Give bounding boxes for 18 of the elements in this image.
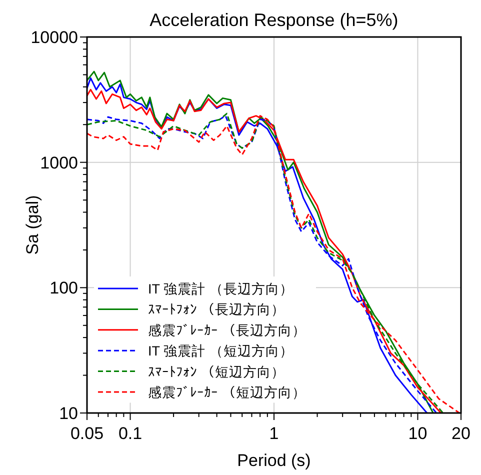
y-tick-label: 1000 (40, 153, 78, 172)
x-tick-label: 1 (269, 424, 279, 443)
legend-label: ｽﾏｰﾄﾌｫﾝ （短辺方向） (148, 364, 285, 380)
x-axis-title: Period (s) (237, 451, 311, 470)
x-tick-label: 0.1 (118, 424, 142, 443)
legend-label: 感震ﾌﾞﾚｰｶｰ （短辺方向） (148, 385, 306, 400)
y-tick-label: 10 (59, 404, 78, 423)
legend-label: 感震ﾌﾞﾚｰｶｰ （長辺方向） (148, 322, 306, 338)
legend-label: ｽﾏｰﾄﾌｫﾝ （長辺方向） (148, 302, 285, 318)
y-tick-label: 10000 (30, 28, 78, 47)
y-axis-title: Sa (gal) (23, 195, 42, 255)
x-tick-label: 20 (452, 424, 470, 443)
y-tick-label: 100 (50, 278, 78, 298)
legend-label: IT 強震計 （長辺方向） (148, 282, 294, 296)
x-tick-label: 0.05 (70, 424, 104, 443)
x-tick-label: 10 (408, 424, 428, 443)
legend-label: IT 強震計 （短辺方向） (148, 344, 294, 359)
chart-title: Acceleration Response (h=5%) (150, 10, 398, 30)
